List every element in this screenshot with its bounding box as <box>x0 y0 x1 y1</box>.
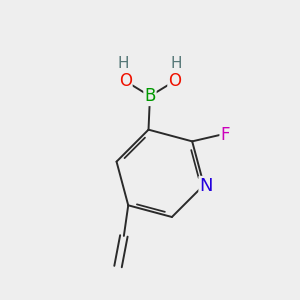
Text: H: H <box>118 56 130 71</box>
Text: O: O <box>119 72 132 90</box>
Text: O: O <box>168 72 181 90</box>
Text: H: H <box>170 56 182 71</box>
Text: B: B <box>144 87 156 105</box>
Text: F: F <box>220 126 230 144</box>
Text: N: N <box>200 177 213 195</box>
